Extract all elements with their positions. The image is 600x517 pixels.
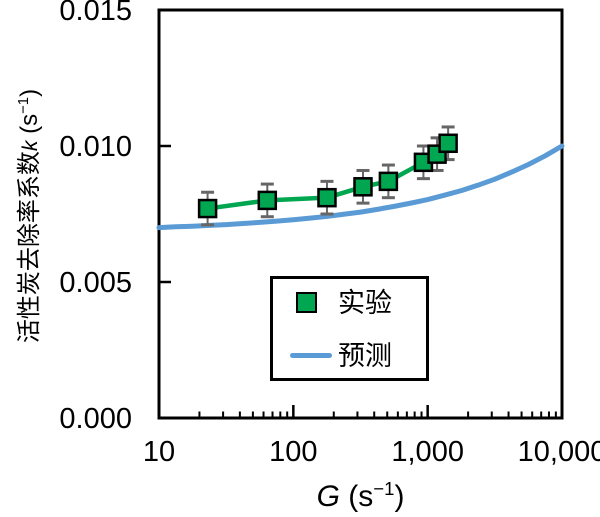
x-tick-label: 1,000 (391, 436, 464, 468)
x-tick-label: 10 (143, 436, 175, 468)
legend-label-experiment: 实验 (338, 288, 392, 318)
y-axis-variable: k (19, 140, 42, 152)
y-tick-label: 0.015 (59, 0, 132, 27)
legend-swatch-prediction (290, 353, 332, 358)
legend-label-prediction: 预测 (338, 341, 392, 371)
y-axis-unit-close: ) (16, 88, 43, 97)
x-tick-label: 10,000 (518, 436, 600, 468)
x-axis-unit-open: (s (339, 480, 374, 513)
x-axis-unit-exponent: −1 (373, 478, 395, 499)
experiment-marker (438, 133, 458, 154)
y-tick-label: 0.010 (59, 131, 132, 163)
experiment-marker (378, 171, 399, 192)
experiment-marker (317, 187, 337, 208)
y-tick-label: 0.005 (59, 267, 132, 299)
legend-swatch-experiment (296, 292, 317, 313)
x-axis-variable: G (316, 480, 340, 513)
prediction-line (156, 143, 565, 231)
experiment-marker (197, 198, 218, 219)
y-axis-unit-exponent: −1 (16, 96, 32, 114)
plot-border (157, 8, 564, 420)
y-tick-label: 0.000 (59, 403, 132, 435)
x-axis-title: G (s−1) (159, 478, 562, 514)
x-tick-label: 100 (269, 436, 317, 468)
y-axis-title-text: 活性炭去除率系数 (16, 151, 43, 344)
x-axis-unit-close: ) (394, 480, 405, 513)
legend-box: 实验 预测 (270, 276, 429, 381)
experiment-marker (257, 190, 278, 211)
y-axis-unit-open: (s (16, 113, 43, 141)
experiment-marker (353, 177, 373, 197)
y-axis-title: 活性炭去除率系数k (s−1) (9, 51, 43, 381)
